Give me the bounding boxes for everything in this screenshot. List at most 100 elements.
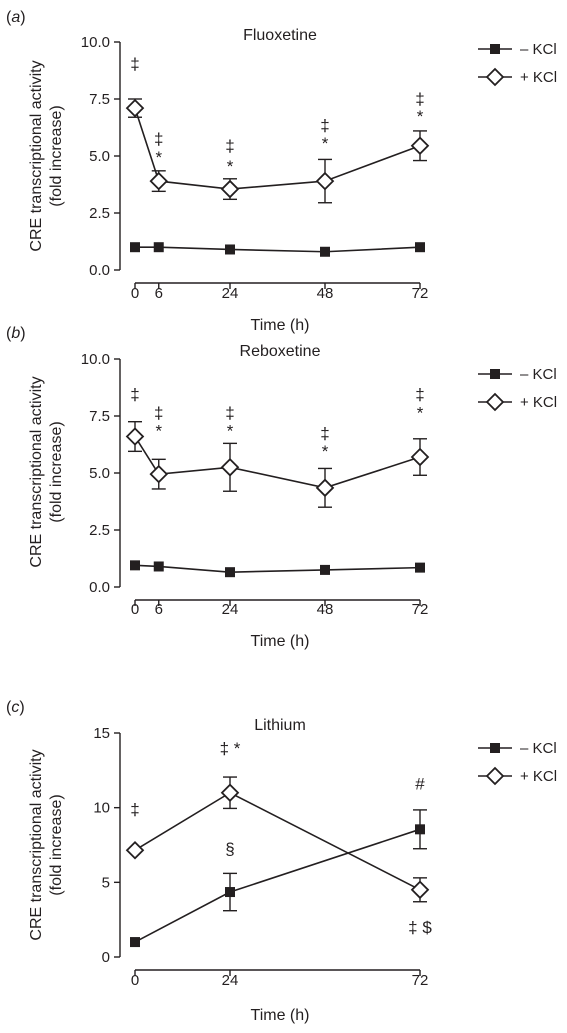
data-point: [315, 171, 335, 191]
data-point: [125, 427, 145, 446]
x-tick-label: 0: [131, 972, 139, 989]
y-axis-label: CRE transcriptional activity (fold increa…: [28, 60, 65, 251]
series-minus-kcl: [130, 560, 425, 578]
significance-mark: ‡: [130, 54, 139, 73]
series-plus-kcl: [125, 776, 430, 903]
x-tick-label: 72: [412, 972, 429, 989]
legend: – KCl + KCl: [478, 740, 557, 786]
legend-marker-minus-kcl: [490, 369, 500, 379]
legend-marker-minus-kcl: [490, 44, 500, 54]
data-point: [315, 478, 335, 498]
x-tick-label: 48: [317, 601, 334, 618]
significance-mark: ‡: [154, 403, 163, 422]
y-tick-label: 7.5: [89, 91, 110, 108]
significance-mark: *: [417, 403, 424, 422]
significance-mark: *: [417, 107, 424, 126]
legend: – KCl + KCl: [478, 41, 557, 87]
y-axis-label: CRE transcriptional activity (fold increa…: [28, 376, 65, 567]
data-point: [149, 171, 169, 191]
x-tick-label: 6: [155, 285, 163, 302]
data-point: [225, 887, 235, 898]
significance-mark: ‡: [225, 136, 234, 155]
significance-mark: ‡: [415, 90, 424, 109]
legend-label: – KCl: [520, 740, 557, 757]
data-point: [153, 561, 164, 572]
data-point: [410, 447, 430, 467]
legend-label: + KCl: [520, 394, 557, 411]
data-point: [320, 246, 330, 257]
significance-mark: ‡ $: [408, 918, 432, 937]
legend-label: – KCl: [520, 366, 557, 383]
data-point: [130, 242, 140, 253]
y-tick-label: 10: [93, 800, 110, 817]
y-tick-label: 10.0: [81, 34, 110, 51]
chart-panel-1: (a) Fluoxetine CRE transcriptional activit…: [6, 9, 557, 334]
chart-panel-2: (b) Reboxetine CRE transcriptional activit…: [6, 325, 557, 650]
y-tick-label: 5.0: [89, 465, 110, 482]
data-point: [415, 824, 425, 835]
x-tick-label: 0: [131, 601, 139, 618]
series-line: [135, 246, 421, 253]
data-point: [125, 98, 145, 118]
chart-title: Fluoxetine: [243, 27, 317, 44]
y-tick-label: 10.0: [81, 351, 110, 368]
y-tick-label: 7.5: [89, 408, 110, 425]
y-tick-label: 0.0: [89, 262, 110, 279]
series-line: [134, 564, 421, 573]
y-tick-label: 0: [102, 949, 110, 966]
series-minus-kcl: [130, 809, 427, 948]
x-tick-label: 24: [222, 285, 239, 302]
significance-mark: *: [155, 422, 162, 441]
series-line: [134, 436, 421, 489]
significance-mark: *: [155, 148, 162, 167]
data-point: [220, 458, 240, 477]
y-tick-label: 0.0: [89, 579, 110, 596]
significance-mark: ‡: [154, 130, 163, 149]
legend-label: – KCl: [520, 41, 557, 58]
x-tick-label: 72: [412, 601, 429, 618]
y-tick-label: 5: [102, 874, 110, 891]
significance-mark: ‡: [225, 403, 234, 422]
legend-label: + KCl: [520, 768, 557, 785]
data-point: [149, 464, 169, 484]
y-tick-label: 5.0: [89, 148, 110, 165]
data-point: [130, 937, 140, 948]
data-point: [153, 242, 164, 253]
significance-mark: *: [322, 134, 329, 153]
data-point: [415, 562, 425, 573]
significance-mark: #: [415, 775, 425, 794]
significance-mark: ‡: [415, 385, 424, 404]
data-point: [220, 179, 240, 199]
x-tick-label: 48: [317, 285, 334, 302]
significance-mark: §: [225, 840, 234, 859]
x-axis-label: Time (h): [251, 1007, 310, 1024]
data-point: [320, 564, 330, 575]
x-axis-label: Time (h): [251, 633, 310, 650]
significance-mark: ‡: [130, 800, 139, 819]
significance-mark: ‡: [130, 385, 139, 404]
data-point: [225, 244, 235, 255]
chart-title: Reboxetine: [240, 343, 321, 360]
legend: – KCl + KCl: [478, 366, 557, 412]
legend-marker-plus-kcl: [485, 766, 505, 786]
significance-mark: *: [227, 422, 234, 441]
panel-label: (b): [6, 325, 26, 342]
x-tick-label: 0: [131, 285, 139, 302]
x-tick-label: 6: [155, 601, 163, 618]
chart-panel-3: (c) Lithium CRE transcriptional activity (f…: [6, 699, 557, 1024]
data-point: [130, 560, 140, 571]
series-line: [134, 828, 421, 943]
significance-mark: ‡ *: [220, 739, 241, 758]
series-plus-kcl: [125, 98, 430, 204]
series-line: [134, 791, 421, 891]
data-point: [410, 880, 430, 900]
data-point: [225, 567, 235, 578]
data-point: [410, 136, 430, 156]
series-minus-kcl: [130, 242, 425, 257]
legend-marker-plus-kcl: [485, 67, 505, 87]
x-axis-label: Time (h): [251, 317, 310, 334]
x-tick-label: 24: [222, 972, 239, 989]
legend-marker-minus-kcl: [490, 743, 500, 753]
x-tick-label: 24: [222, 601, 239, 618]
